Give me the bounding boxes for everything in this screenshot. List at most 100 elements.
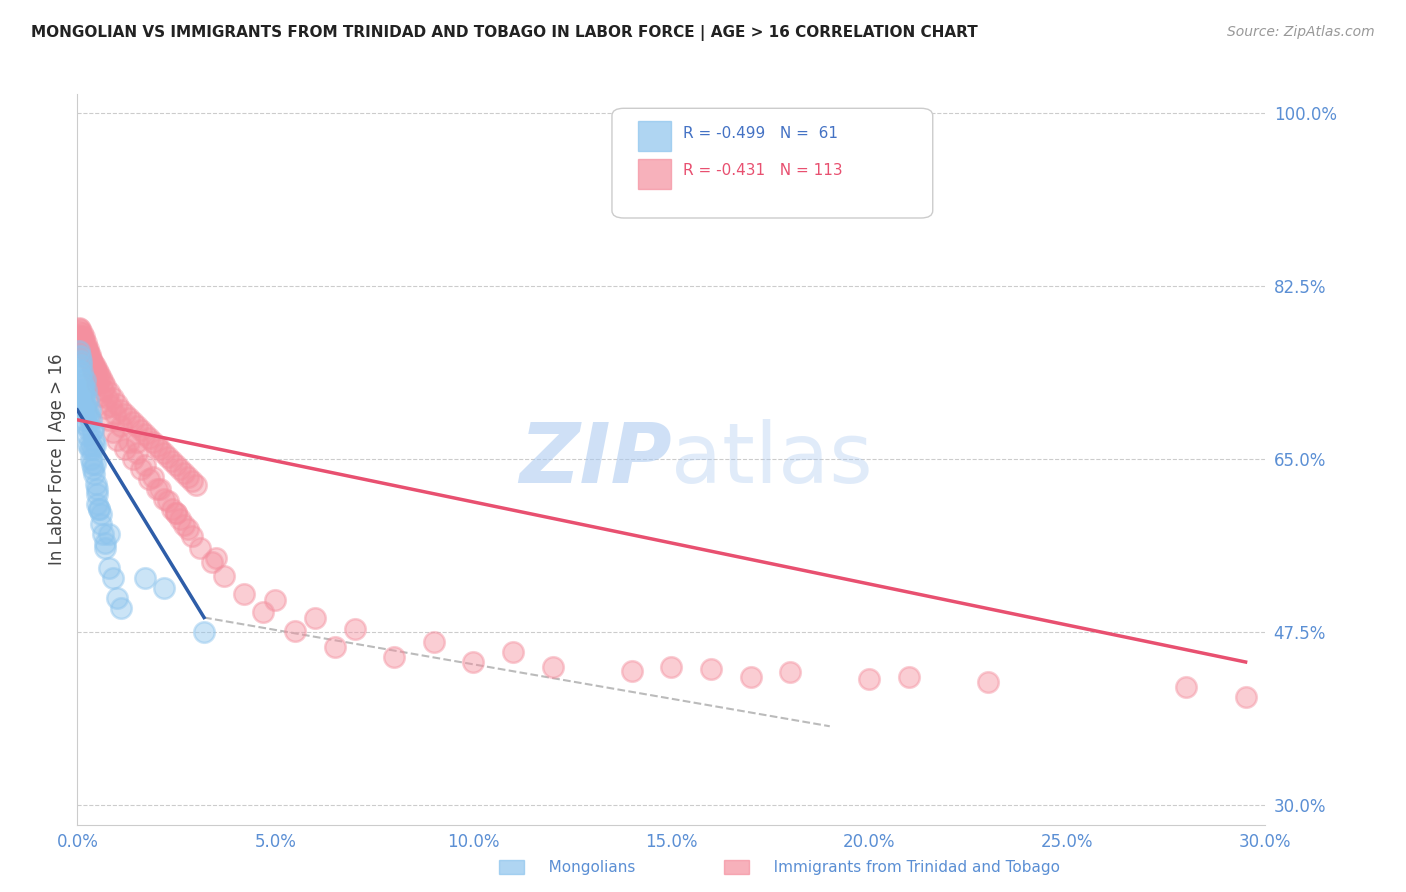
- Point: [77, 393, 100, 408]
- Point: [75, 339, 97, 353]
- Point: [149, 482, 172, 496]
- Point: [75, 342, 97, 356]
- Point: [101, 571, 124, 585]
- Point: [76, 427, 98, 442]
- Point: [162, 501, 184, 516]
- Point: [82, 462, 104, 476]
- Text: atlas: atlas: [672, 419, 873, 500]
- Point: [181, 474, 204, 488]
- Point: [157, 494, 180, 508]
- Point: [232, 587, 254, 601]
- FancyBboxPatch shape: [612, 108, 932, 218]
- Point: [142, 470, 165, 484]
- Point: [323, 640, 346, 655]
- Point: [212, 569, 235, 583]
- Point: [91, 376, 114, 390]
- Point: [157, 450, 180, 465]
- Point: [149, 442, 172, 457]
- Text: Source: ZipAtlas.com: Source: ZipAtlas.com: [1227, 25, 1375, 39]
- Point: [177, 470, 200, 484]
- Point: [80, 351, 103, 366]
- Point: [83, 467, 105, 482]
- Point: [661, 660, 683, 674]
- Point: [90, 507, 112, 521]
- Point: [129, 462, 152, 476]
- Point: [77, 408, 100, 422]
- Point: [343, 623, 366, 637]
- Point: [153, 491, 176, 506]
- Point: [620, 664, 643, 678]
- Point: [70, 353, 93, 368]
- Point: [700, 662, 723, 676]
- Point: [114, 407, 136, 421]
- Point: [110, 403, 132, 417]
- Point: [105, 397, 128, 411]
- Point: [70, 359, 93, 373]
- Point: [138, 472, 160, 486]
- Point: [82, 355, 104, 369]
- Point: [98, 561, 121, 575]
- Point: [94, 541, 117, 556]
- Text: MONGOLIAN VS IMMIGRANTS FROM TRINIDAD AND TOBAGO IN LABOR FORCE | AGE > 16 CORRE: MONGOLIAN VS IMMIGRANTS FROM TRINIDAD AN…: [31, 25, 977, 41]
- Point: [73, 330, 96, 344]
- Point: [134, 426, 156, 441]
- Point: [779, 665, 801, 679]
- Point: [94, 379, 117, 393]
- Text: R = -0.499   N =  61: R = -0.499 N = 61: [683, 127, 838, 142]
- Point: [98, 385, 121, 400]
- Point: [75, 373, 97, 387]
- Point: [463, 655, 485, 669]
- Point: [110, 418, 132, 433]
- Point: [173, 517, 195, 532]
- Point: [72, 393, 94, 408]
- Point: [73, 403, 96, 417]
- Point: [898, 670, 921, 684]
- Point: [96, 391, 118, 405]
- Point: [104, 407, 127, 421]
- Point: [86, 368, 108, 382]
- Point: [77, 437, 100, 451]
- Point: [79, 403, 101, 417]
- Point: [129, 423, 152, 437]
- Point: [165, 458, 187, 473]
- Point: [264, 592, 287, 607]
- Point: [67, 324, 90, 338]
- Point: [70, 383, 93, 397]
- Point: [70, 365, 93, 379]
- Y-axis label: In Labor Force | Age > 16: In Labor Force | Age > 16: [48, 353, 66, 566]
- Point: [98, 526, 121, 541]
- FancyBboxPatch shape: [638, 160, 672, 189]
- Point: [82, 423, 104, 437]
- Point: [69, 322, 91, 336]
- Point: [80, 458, 103, 472]
- Point: [90, 516, 112, 531]
- Point: [177, 522, 200, 536]
- Point: [69, 368, 91, 383]
- Point: [84, 458, 107, 472]
- Point: [101, 391, 124, 405]
- Point: [125, 446, 148, 460]
- Point: [94, 536, 117, 550]
- Point: [87, 501, 110, 516]
- Point: [201, 555, 224, 569]
- Point: [94, 401, 117, 415]
- Point: [86, 363, 108, 377]
- Point: [86, 377, 108, 392]
- Point: [153, 581, 176, 595]
- Point: [423, 635, 446, 649]
- Point: [118, 434, 141, 449]
- Point: [87, 501, 110, 516]
- Point: [79, 348, 101, 362]
- Point: [125, 418, 148, 433]
- Point: [134, 571, 156, 585]
- Point: [77, 353, 100, 368]
- Point: [82, 355, 104, 369]
- Point: [73, 388, 96, 402]
- Point: [67, 363, 90, 377]
- Point: [977, 674, 1000, 689]
- Point: [121, 452, 143, 467]
- Point: [205, 551, 228, 566]
- Point: [91, 383, 114, 397]
- Point: [84, 363, 107, 377]
- Point: [98, 413, 121, 427]
